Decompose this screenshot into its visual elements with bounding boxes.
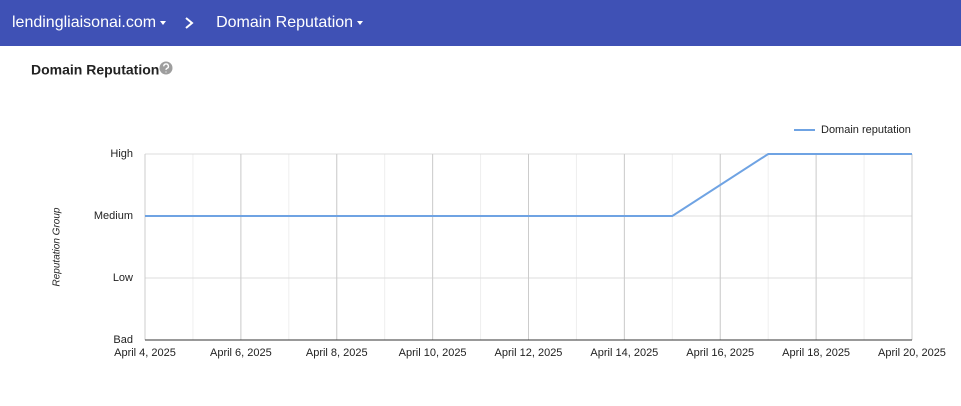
page-name: Domain Reputation bbox=[216, 14, 354, 31]
y-tick-label: High bbox=[110, 148, 133, 160]
y-tick-label: Low bbox=[113, 272, 133, 284]
x-tick-label: April 8, 2025 bbox=[306, 347, 368, 359]
top-bar: lendingliaisonai.com Domain Reputation bbox=[0, 0, 961, 46]
domain-selector[interactable]: lendingliaisonai.com bbox=[12, 14, 167, 32]
legend-label: Domain reputation bbox=[821, 124, 911, 136]
domain-name: lendingliaisonai.com bbox=[12, 14, 157, 31]
x-tick-label: April 20, 2025 bbox=[878, 347, 946, 359]
data-line bbox=[145, 153, 912, 217]
caret bbox=[357, 21, 364, 25]
page-selector[interactable]: Domain Reputation bbox=[216, 14, 364, 32]
help-icon[interactable] bbox=[159, 61, 173, 75]
y-tick-label: Medium bbox=[94, 210, 133, 222]
x-tick-label: April 10, 2025 bbox=[399, 347, 467, 359]
caret bbox=[160, 21, 167, 25]
x-tick-label: April 18, 2025 bbox=[782, 347, 850, 359]
chart-title: Domain Reputation bbox=[31, 62, 159, 78]
y-axis-label: Reputation Group bbox=[52, 207, 63, 286]
x-tick-label: April 16, 2025 bbox=[686, 347, 754, 359]
x-tick-label: April 12, 2025 bbox=[495, 347, 563, 359]
chevron bbox=[185, 17, 194, 29]
x-tick-label: April 14, 2025 bbox=[590, 347, 658, 359]
chart: Domain Reputation Reputation Group Bad Lo… bbox=[31, 61, 946, 359]
x-tick-label: April 6, 2025 bbox=[210, 347, 272, 359]
x-tick-label: April 4, 2025 bbox=[114, 347, 176, 359]
y-tick-label: Bad bbox=[113, 334, 133, 346]
